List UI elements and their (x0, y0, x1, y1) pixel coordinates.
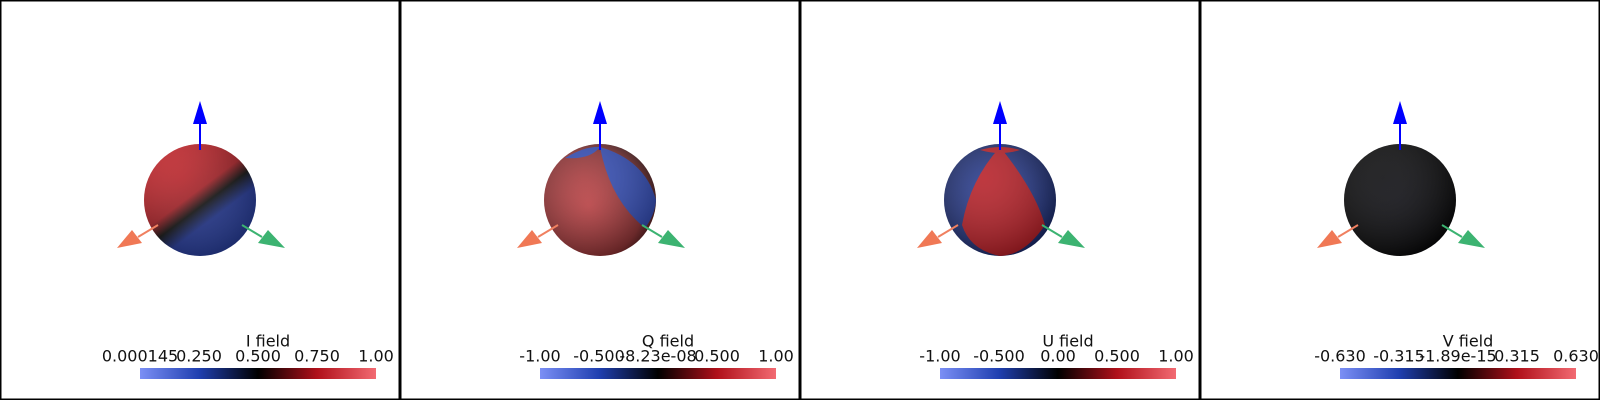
x-arrow (1317, 230, 1342, 248)
x-arrow (117, 230, 142, 248)
colorbar-tick-label: 0.315 (1494, 347, 1540, 366)
y-arrow (1058, 230, 1085, 248)
view-border (0, 0, 400, 400)
y-axis (241, 224, 263, 238)
colorbar (940, 368, 1176, 379)
colorbar-tick-label: -0.630 (1314, 347, 1366, 366)
colorbar-tick-label: -0.500 (573, 347, 625, 366)
y-arrow (658, 230, 685, 248)
colorbar-title: Q field (642, 332, 694, 351)
y-arrow (258, 230, 285, 248)
render-view: V field -0.630 -0.315-1.89e-150.315 0.630 (1200, 0, 1600, 400)
colorbar-tick-label: -1.00 (519, 347, 560, 366)
colorbar (140, 368, 376, 379)
x-arrow (917, 230, 942, 248)
colorbar-title: V field (1443, 332, 1494, 351)
x-axis (537, 224, 559, 238)
view-border (800, 0, 1200, 400)
colorbar-tick-label: 0.250 (176, 347, 222, 366)
y-axis (1441, 224, 1463, 238)
view-border (400, 0, 800, 400)
render-view: U field -1.00 -0.500 0.00 0.500 1.00 (800, 0, 1200, 400)
x-axis (1337, 224, 1359, 238)
colorbar-tick-label: 0.630 (1553, 347, 1599, 366)
sphere-shading (944, 144, 1056, 256)
colorbar-tick-label: 1.00 (758, 347, 794, 366)
colorbar-title: I field (246, 332, 290, 351)
colorbar-tick-label: -0.315 (1373, 347, 1425, 366)
colorbar-tick-label: 0.00 (1040, 347, 1076, 366)
y-axis (1041, 224, 1063, 238)
x-arrow (517, 230, 542, 248)
colorbar-tick-label: -8.23e-08 (619, 347, 696, 366)
colorbar-title: U field (1042, 332, 1093, 351)
colorbar (1340, 368, 1576, 379)
z-arrow (193, 101, 207, 124)
colorbar-tick-label: 0.750 (294, 347, 340, 366)
colorbar-tick-label: 0.500 (694, 347, 740, 366)
colorbar-tick-label: 1.00 (358, 347, 394, 366)
colorbar-tick-label: 0.500 (1094, 347, 1140, 366)
x-axis (137, 224, 159, 238)
colorbar-tick-label: -1.00 (919, 347, 960, 366)
colorbar-tick-label: 1.00 (1158, 347, 1194, 366)
z-arrow (1393, 101, 1407, 124)
colorbar-tick-label: -0.500 (973, 347, 1025, 366)
y-axis (641, 224, 663, 238)
colorbar-tick-label: 0.000145 (102, 347, 178, 366)
view-border (1200, 0, 1600, 400)
sphere-shading (544, 144, 656, 256)
colorbar-tick-label: 0.500 (235, 347, 281, 366)
colorbar (540, 368, 776, 379)
x-axis (937, 224, 959, 238)
sphere-shading (144, 144, 256, 256)
sphere-shading (1344, 144, 1456, 256)
colorbar-tick-label: -1.89e-15 (1419, 347, 1496, 366)
z-arrow (593, 101, 607, 124)
y-arrow (1458, 230, 1485, 248)
z-arrow (993, 101, 1007, 124)
render-view: Q field -1.00 -0.500-8.23e-080.500 1.00 (400, 0, 800, 400)
